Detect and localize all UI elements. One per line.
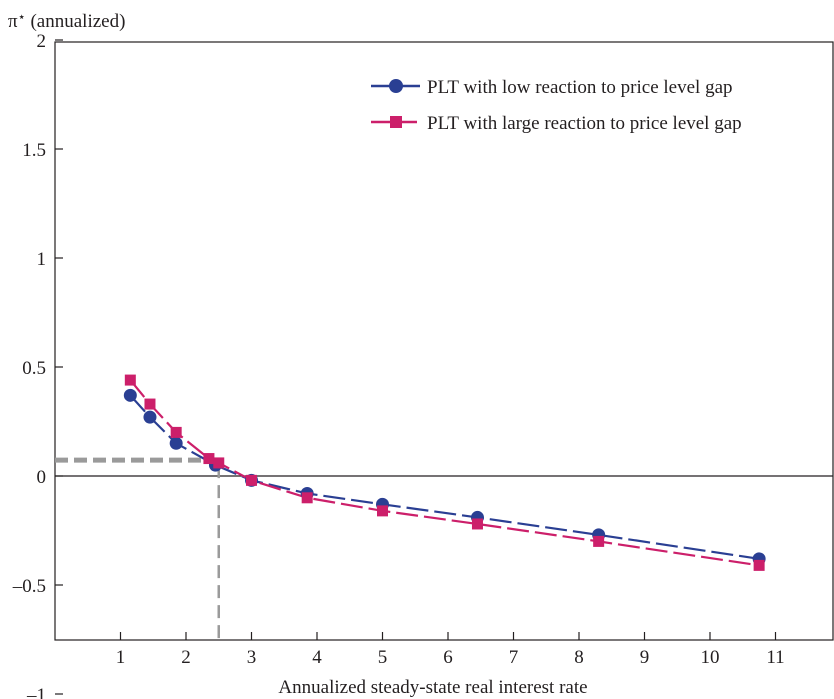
y-tick-label: 0.5 <box>22 358 46 379</box>
x-tick-label: 10 <box>701 647 720 668</box>
series-2-point <box>471 518 483 530</box>
series-2-point <box>593 535 605 547</box>
x-tick-label: 5 <box>378 647 388 668</box>
series-2-point <box>203 453 215 465</box>
series-1-point <box>169 436 183 450</box>
x-tick-label: 11 <box>766 647 784 668</box>
series-line-1 <box>129 394 760 560</box>
y-tick-label: –1 <box>26 685 46 699</box>
x-tick-label: 1 <box>116 647 126 668</box>
y-tick-label: 2 <box>37 31 47 52</box>
series-1-point <box>123 388 137 402</box>
x-tick-label: 7 <box>509 647 519 668</box>
x-axis-label: Annualized steady-state real interest ra… <box>278 677 587 698</box>
legend-label-1: PLT with low reaction to price level gap <box>427 77 733 98</box>
series-1-point <box>143 410 157 424</box>
series-line-2 <box>129 379 760 567</box>
legend-marker-circle <box>389 79 403 93</box>
series-2-point <box>301 492 313 504</box>
series-2-point <box>753 559 765 571</box>
y-axis-label: π⋆ (annualized) <box>8 9 125 32</box>
x-tick-label: 2 <box>181 647 191 668</box>
x-tick-label: 3 <box>247 647 257 668</box>
plot-frame <box>54 41 834 641</box>
y-tick-label: –0.5 <box>12 576 46 597</box>
series-2-point <box>213 457 225 469</box>
y-tick-label: 1 <box>37 249 47 270</box>
x-tick-label: 6 <box>443 647 453 668</box>
series-2-point <box>144 398 156 410</box>
series-2-point <box>124 374 136 386</box>
y-tick-label: 1.5 <box>22 140 46 161</box>
series-2-point <box>170 426 182 438</box>
legend-marker-square <box>390 116 402 128</box>
x-tick-label: 8 <box>574 647 584 668</box>
legend-label-2: PLT with large reaction to price level g… <box>427 113 742 134</box>
series-2-point <box>377 505 388 517</box>
series-2-point <box>246 474 257 486</box>
x-tick-label: 4 <box>312 647 322 668</box>
y-tick-label: 0 <box>37 467 47 488</box>
x-tick-label: 9 <box>640 647 650 668</box>
